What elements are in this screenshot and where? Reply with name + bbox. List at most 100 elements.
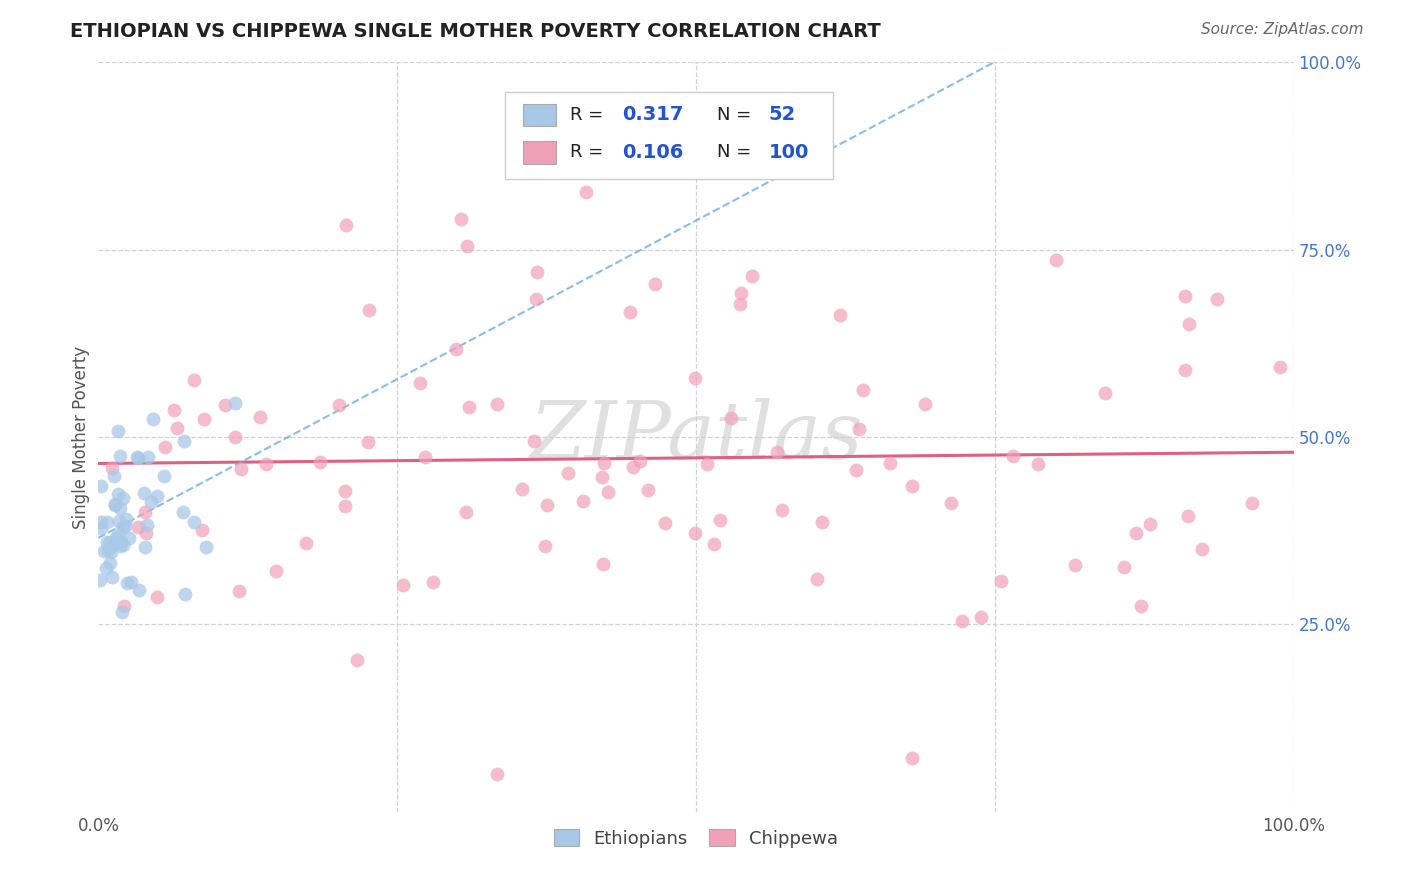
Point bbox=[654, 516, 676, 530]
Text: 100: 100 bbox=[769, 143, 810, 161]
Point bbox=[444, 342, 467, 356]
Point bbox=[730, 286, 752, 301]
Point bbox=[703, 537, 725, 551]
Point bbox=[108, 514, 131, 528]
Point bbox=[901, 479, 924, 493]
Point bbox=[346, 653, 368, 667]
Y-axis label: Single Mother Poverty: Single Mother Poverty bbox=[72, 345, 90, 529]
Point bbox=[194, 541, 217, 555]
Text: Source: ZipAtlas.com: Source: ZipAtlas.com bbox=[1201, 22, 1364, 37]
Point bbox=[193, 411, 215, 425]
Point bbox=[104, 531, 127, 545]
Point bbox=[575, 186, 598, 200]
Point bbox=[621, 460, 644, 475]
Point bbox=[536, 498, 558, 512]
Point bbox=[457, 400, 479, 414]
Point bbox=[90, 479, 112, 493]
Point bbox=[264, 564, 287, 578]
Point bbox=[224, 396, 246, 410]
Point bbox=[454, 505, 477, 519]
Point bbox=[89, 573, 111, 587]
Point bbox=[526, 265, 548, 279]
Bar bbox=[523, 103, 557, 126]
Point bbox=[96, 534, 118, 549]
Point bbox=[120, 574, 142, 589]
Point bbox=[828, 308, 851, 322]
Point bbox=[628, 454, 651, 468]
Point bbox=[685, 526, 707, 541]
Text: N =: N = bbox=[717, 144, 758, 161]
Point bbox=[848, 422, 870, 436]
Text: ZIPatlas: ZIPatlas bbox=[529, 399, 863, 475]
Point bbox=[1064, 558, 1087, 572]
Point bbox=[98, 535, 121, 549]
Point bbox=[96, 516, 118, 530]
Point bbox=[709, 513, 731, 527]
Point bbox=[228, 584, 250, 599]
Point bbox=[172, 505, 194, 519]
Point bbox=[357, 302, 380, 317]
Point bbox=[1177, 509, 1199, 524]
Bar bbox=[523, 141, 557, 163]
Point bbox=[139, 495, 162, 509]
Legend: Ethiopians, Chippewa: Ethiopians, Chippewa bbox=[547, 822, 845, 855]
Point bbox=[114, 599, 136, 613]
Point bbox=[98, 556, 121, 570]
Point bbox=[90, 521, 112, 535]
Point bbox=[523, 434, 546, 449]
Point bbox=[134, 540, 156, 554]
Point bbox=[145, 590, 167, 604]
Point bbox=[115, 575, 138, 590]
Point bbox=[100, 545, 122, 559]
Point bbox=[110, 534, 132, 549]
Point bbox=[571, 494, 593, 508]
Point bbox=[146, 489, 169, 503]
Point bbox=[114, 518, 136, 533]
Point bbox=[1178, 317, 1201, 331]
FancyBboxPatch shape bbox=[505, 93, 834, 178]
Point bbox=[1026, 457, 1049, 471]
Point bbox=[557, 466, 579, 480]
Point bbox=[1045, 253, 1067, 268]
Text: 0.106: 0.106 bbox=[621, 143, 683, 161]
Point bbox=[1174, 289, 1197, 303]
Point bbox=[806, 572, 828, 586]
Point bbox=[335, 499, 357, 513]
Point bbox=[900, 751, 922, 765]
Point bbox=[1206, 292, 1229, 306]
Point bbox=[127, 520, 149, 534]
Point bbox=[683, 371, 706, 385]
Point bbox=[295, 535, 318, 549]
Point bbox=[107, 526, 129, 541]
Point bbox=[456, 239, 478, 253]
Point bbox=[166, 421, 188, 435]
Point bbox=[1240, 496, 1263, 510]
Point bbox=[952, 615, 974, 629]
Text: 0.317: 0.317 bbox=[621, 105, 683, 124]
Point bbox=[766, 444, 789, 458]
Point bbox=[214, 398, 236, 412]
Point bbox=[450, 212, 472, 227]
Point bbox=[104, 497, 127, 511]
Point bbox=[135, 517, 157, 532]
Point bbox=[409, 376, 432, 391]
Point bbox=[111, 491, 134, 506]
Point bbox=[111, 605, 134, 619]
Point bbox=[163, 403, 186, 417]
Point bbox=[333, 483, 356, 498]
Point bbox=[1130, 599, 1153, 614]
Point bbox=[914, 397, 936, 411]
Point bbox=[127, 450, 149, 465]
Point bbox=[112, 519, 135, 533]
Point bbox=[510, 482, 533, 496]
Point bbox=[135, 525, 157, 540]
Point bbox=[852, 383, 875, 397]
Point bbox=[328, 398, 350, 412]
Point bbox=[103, 469, 125, 483]
Point bbox=[112, 538, 135, 552]
Point bbox=[108, 449, 131, 463]
Point bbox=[1268, 359, 1291, 374]
Text: ETHIOPIAN VS CHIPPEWA SINGLE MOTHER POVERTY CORRELATION CHART: ETHIOPIAN VS CHIPPEWA SINGLE MOTHER POVE… bbox=[70, 22, 882, 41]
Point bbox=[637, 483, 659, 497]
Point bbox=[134, 504, 156, 518]
